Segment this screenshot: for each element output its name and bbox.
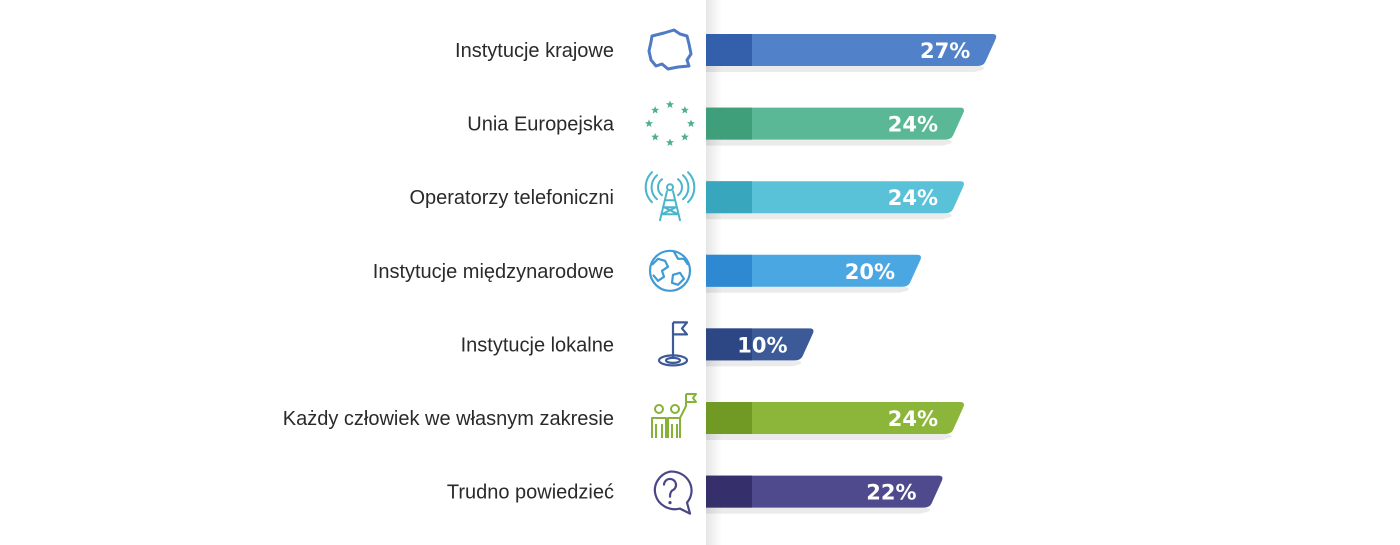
category-label: Operatorzy telefoniczni — [409, 187, 614, 209]
value-label: 24% — [888, 186, 938, 210]
bar-accent — [706, 181, 752, 214]
value-label: 20% — [845, 260, 895, 284]
bar-row: Instytucje lokalne 10% — [461, 328, 814, 367]
bar-row: Unia Europejska 24% — [467, 107, 964, 146]
bar-accent — [706, 475, 752, 508]
bar — [706, 181, 964, 214]
category-label: Trudno powiedzieć — [447, 482, 614, 504]
bar-shadow — [706, 139, 952, 146]
bar-shadow — [706, 360, 802, 367]
category-label: Instytucje lokalne — [461, 334, 614, 356]
bar-shadow — [706, 286, 909, 293]
bar-shadow — [706, 507, 931, 514]
bar-rows: Instytucje krajowe 27%Unia Europejska 24%O… — [283, 34, 997, 514]
bar-row: Trudno powiedzieć 22% — [447, 475, 943, 514]
eu-star — [680, 132, 689, 141]
bar-shadow — [706, 434, 952, 440]
eu-star — [651, 105, 660, 114]
category-label: Każdy człowiek we własnym zakresie — [283, 408, 614, 430]
value-label: 22% — [866, 481, 916, 505]
bar-accent — [706, 34, 752, 66]
bar — [706, 402, 964, 434]
flag-goal-icon — [657, 321, 689, 367]
bar — [706, 107, 964, 140]
eu-star — [645, 119, 653, 127]
category-label: Instytucje międzynarodowe — [373, 261, 614, 283]
eu-star — [666, 100, 674, 108]
bar-accent — [706, 107, 752, 140]
bar-accent — [706, 328, 752, 361]
bar — [706, 475, 943, 508]
eu-stars-icon — [645, 100, 695, 146]
bar-accent — [706, 254, 752, 287]
eu-star — [666, 138, 674, 146]
bar — [706, 34, 997, 66]
value-label: 10% — [737, 333, 787, 357]
question-bubble-icon — [653, 470, 693, 515]
value-label: 24% — [888, 113, 938, 137]
people-flag-icon — [651, 393, 697, 438]
bar-row: Operatorzy telefoniczni 24% — [409, 181, 964, 220]
value-label: 24% — [888, 407, 938, 431]
category-label: Unia Europejska — [467, 114, 615, 136]
bar-row: Instytucje międzynarodowe 20% — [373, 254, 921, 293]
eu-star — [680, 105, 689, 114]
category-label: Instytucje krajowe — [455, 40, 614, 62]
bar — [706, 254, 921, 287]
bar-row: Każdy człowiek we własnym zakresie 24% — [283, 402, 964, 440]
antenna-tower-icon — [644, 171, 696, 222]
value-label: 27% — [920, 39, 970, 63]
icons — [644, 28, 697, 515]
bar-row: Instytucje krajowe 27% — [455, 34, 997, 72]
bar-accent — [706, 402, 752, 434]
poland-map-icon — [647, 28, 693, 71]
globe-icon — [648, 249, 692, 292]
eu-star — [651, 132, 660, 141]
bar-shadow — [706, 66, 985, 72]
bar-shadow — [706, 213, 952, 220]
eu-star — [687, 119, 695, 127]
